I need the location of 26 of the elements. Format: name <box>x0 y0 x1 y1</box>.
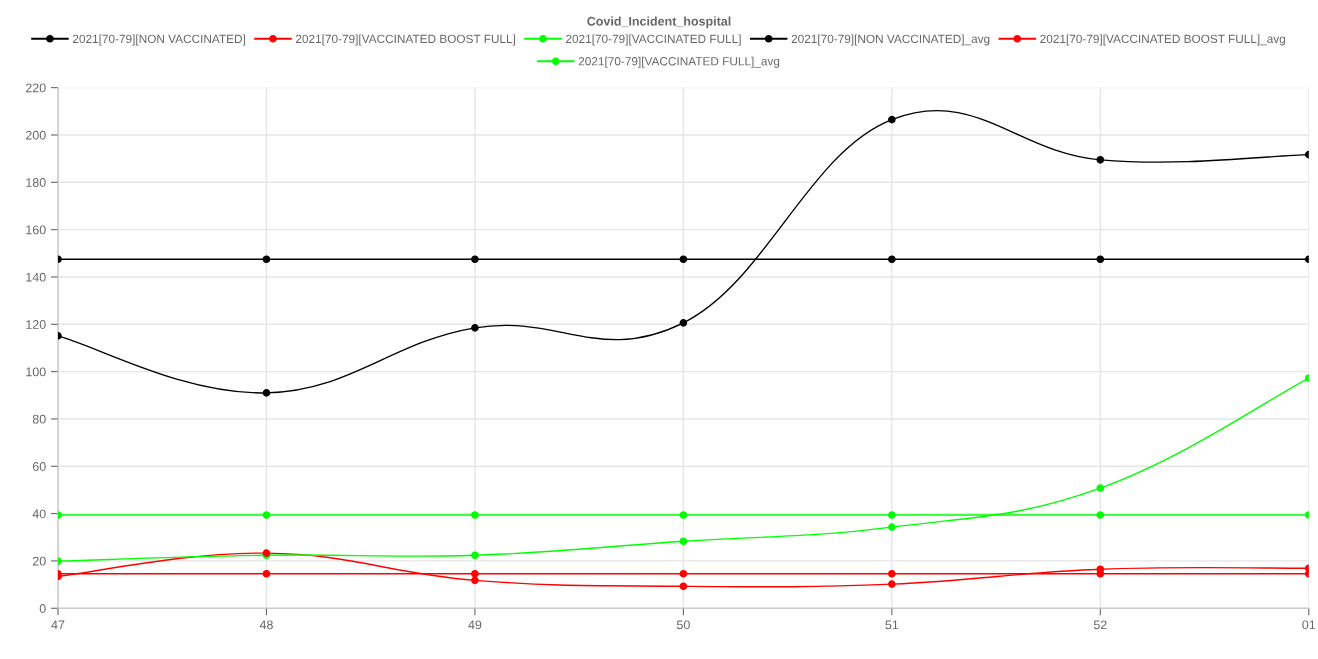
x-tick-label: 47 <box>51 620 65 630</box>
x-tick-label: 51 <box>885 620 899 630</box>
y-tick-label: 160 <box>26 225 46 235</box>
y-tick-label: 180 <box>26 178 46 187</box>
legend-label: 2021[70-79][NON VACCINATED] <box>72 34 245 46</box>
legend-label: 2021[70-79][VACCINATED BOOST FULL]_avg <box>1040 34 1286 46</box>
x-tick-label: 52 <box>1093 620 1107 630</box>
y-tick-label: 40 <box>32 509 46 519</box>
y-tick-label: 60 <box>32 462 46 471</box>
y-tick-label: 220 <box>25 83 46 93</box>
x-tick-label: 01 <box>1302 620 1316 630</box>
y-tick-label: 20 <box>32 556 46 566</box>
y-tick-label: 100 <box>26 367 46 377</box>
x-tick-label: 50 <box>676 620 690 630</box>
y-tick-label: 80 <box>32 414 46 424</box>
legend-label: 2021[70-79][VACCINATED BOOST FULL] <box>295 34 516 46</box>
x-tick-label: 49 <box>468 620 482 630</box>
y-tick-label: 120 <box>26 320 46 329</box>
chart-title: Covid_Incident_hospital <box>587 16 731 29</box>
legend-label: 2021[70-79][VACCINATED FULL] <box>566 34 741 46</box>
y-tick-label: 140 <box>26 272 46 282</box>
y-tick-label: 0 <box>39 604 46 613</box>
y-tick-label: 200 <box>25 130 46 140</box>
legend-label: 2021[70-79][NON VACCINATED]_avg <box>791 34 990 46</box>
legend-label: 2021[70-79][VACCINATED FULL]_avg <box>578 56 780 68</box>
x-tick-label: 48 <box>259 620 273 630</box>
